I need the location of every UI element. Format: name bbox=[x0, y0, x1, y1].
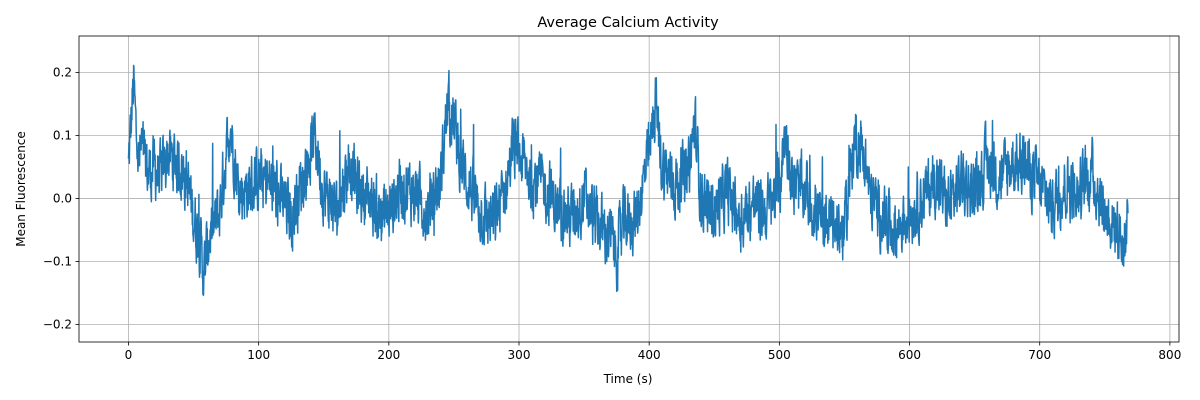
x-tick-label: 800 bbox=[1158, 348, 1181, 362]
x-tick-label: 300 bbox=[508, 348, 531, 362]
y-tick-label: −0.2 bbox=[43, 317, 72, 331]
y-tick-label: 0.0 bbox=[53, 191, 72, 205]
x-tick-label: 500 bbox=[768, 348, 791, 362]
y-axis-title: Mean Fluorescence bbox=[14, 131, 28, 247]
chart-title: Average Calcium Activity bbox=[537, 15, 719, 31]
x-tick-label: 200 bbox=[377, 348, 400, 362]
plot-frame bbox=[78, 35, 1180, 343]
series-layer bbox=[127, 64, 1129, 296]
x-tick-label: 400 bbox=[638, 348, 661, 362]
plot-area bbox=[127, 64, 1129, 296]
x-tick-label: 0 bbox=[125, 348, 133, 362]
y-tick-label: 0.1 bbox=[53, 128, 72, 142]
y-tick-label: 0.2 bbox=[53, 66, 72, 80]
x-axis: 0 100 200 300 400 500 600 700 800 bbox=[125, 342, 1181, 362]
x-axis-title: Time (s) bbox=[603, 372, 653, 386]
series-line bbox=[127, 64, 1129, 296]
x-tick-label: 600 bbox=[898, 348, 921, 362]
x-tick-label: 700 bbox=[1028, 348, 1051, 362]
y-tick-label: −0.1 bbox=[43, 254, 72, 268]
x-tick-label: 100 bbox=[247, 348, 270, 362]
y-axis: −0.2 −0.1 0.0 0.1 0.2 bbox=[43, 66, 79, 331]
